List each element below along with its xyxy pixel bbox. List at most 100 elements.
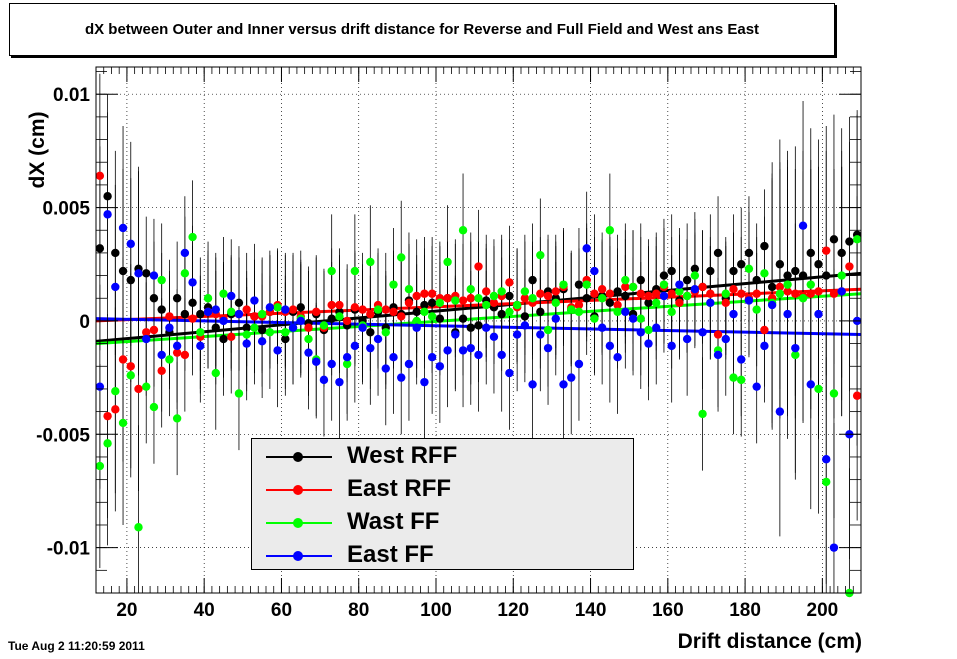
data-point xyxy=(242,323,251,332)
y-tick-label: -0.005 xyxy=(36,425,90,446)
data-point xyxy=(242,305,251,314)
data-point xyxy=(706,289,715,298)
data-point xyxy=(474,294,483,303)
data-point xyxy=(482,323,491,332)
data-point xyxy=(675,280,684,289)
data-point xyxy=(597,294,607,303)
data-point xyxy=(829,235,839,244)
data-point xyxy=(706,266,715,276)
data-point xyxy=(559,280,568,289)
data-point xyxy=(791,289,800,298)
data-point xyxy=(822,246,831,255)
data-point xyxy=(149,294,159,303)
data-point xyxy=(404,284,414,294)
data-point xyxy=(497,287,506,296)
data-point xyxy=(497,350,506,360)
data-point xyxy=(165,323,174,332)
data-point xyxy=(118,266,128,276)
data-point xyxy=(126,275,135,285)
data-point xyxy=(319,321,329,330)
data-point xyxy=(551,298,560,307)
data-point xyxy=(512,300,522,310)
data-point xyxy=(211,305,220,314)
x-tick-label: 80 xyxy=(348,600,369,621)
data-point xyxy=(574,359,584,369)
data-point xyxy=(760,241,769,251)
data-point xyxy=(435,298,445,307)
data-point xyxy=(783,280,792,289)
data-point xyxy=(536,307,545,317)
legend-marker xyxy=(293,551,303,561)
data-point xyxy=(443,257,452,267)
chart-title: dX between Outer and Inner versus drift … xyxy=(84,21,760,38)
data-point xyxy=(628,314,638,323)
data-point xyxy=(505,291,514,301)
data-point xyxy=(250,323,259,332)
data-point xyxy=(845,262,854,271)
data-point xyxy=(196,341,205,351)
data-point xyxy=(466,284,475,294)
data-point xyxy=(721,298,730,307)
data-point xyxy=(682,291,692,301)
data-point xyxy=(543,291,553,301)
data-point xyxy=(211,323,220,332)
x-tick-label: 120 xyxy=(497,600,529,621)
data-point xyxy=(134,384,143,394)
data-point xyxy=(505,307,514,317)
x-tick-label: 140 xyxy=(575,600,607,621)
data-point xyxy=(335,377,344,387)
data-point xyxy=(180,269,190,278)
data-point xyxy=(358,305,367,314)
data-point xyxy=(543,343,553,353)
data-point xyxy=(172,341,182,351)
data-point xyxy=(822,477,831,487)
data-point xyxy=(111,405,120,414)
data-point xyxy=(458,314,468,323)
data-point xyxy=(636,289,645,298)
data-point xyxy=(304,334,313,344)
data-point xyxy=(404,298,414,307)
data-point xyxy=(412,291,421,301)
data-point xyxy=(219,289,228,298)
data-point xyxy=(621,282,630,292)
data-point xyxy=(427,298,437,307)
data-point xyxy=(134,269,143,278)
legend-item-east-rff: East RFF xyxy=(252,473,633,506)
data-point xyxy=(536,289,545,298)
data-point xyxy=(798,271,808,280)
data-point xyxy=(613,287,622,296)
data-point xyxy=(837,287,846,296)
legend-item-west-rff: West RFF xyxy=(252,440,633,473)
data-point xyxy=(157,275,166,285)
data-point xyxy=(644,298,653,307)
data-point xyxy=(597,323,607,332)
data-point xyxy=(466,323,475,332)
data-point xyxy=(590,266,599,276)
data-point xyxy=(675,298,684,307)
data-point xyxy=(690,271,700,280)
data-point xyxy=(829,543,839,552)
data-point xyxy=(172,348,182,357)
data-point xyxy=(265,303,275,312)
data-point xyxy=(118,355,128,364)
data-point xyxy=(358,323,367,332)
data-point xyxy=(713,350,723,360)
data-point xyxy=(103,192,112,201)
data-point xyxy=(234,298,244,307)
data-point xyxy=(443,346,452,355)
data-point xyxy=(667,341,676,351)
data-point xyxy=(404,359,414,369)
legend-marker xyxy=(293,452,303,462)
data-point xyxy=(520,287,530,296)
data-point xyxy=(211,368,220,378)
data-point xyxy=(636,328,645,337)
x-tick-label: 160 xyxy=(652,600,684,621)
data-point xyxy=(845,237,854,246)
data-point xyxy=(806,380,815,389)
data-point xyxy=(381,328,390,337)
data-point xyxy=(350,303,360,312)
data-point xyxy=(775,282,785,292)
data-point xyxy=(613,300,622,310)
data-point xyxy=(590,289,599,298)
data-point xyxy=(551,314,560,323)
